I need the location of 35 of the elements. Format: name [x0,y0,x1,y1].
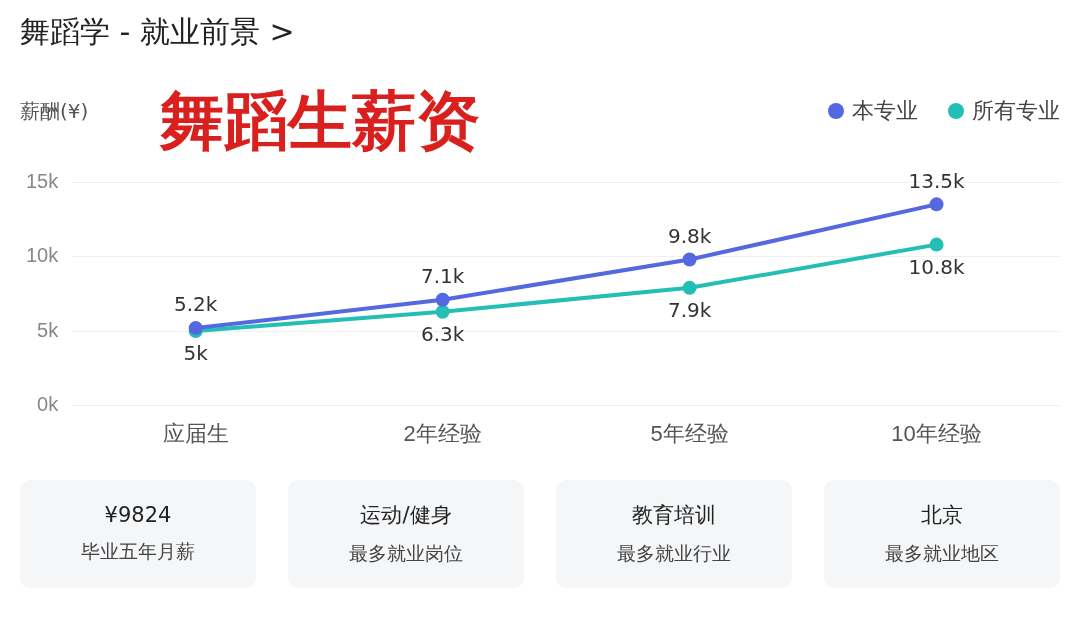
text: 北京 [921,502,963,529]
data-label: 9.8k [667,223,712,248]
x-tick-label: 应届生 [162,420,229,446]
text: 运动/健身 [360,502,452,529]
text: 教育培训 [632,502,716,529]
y-tick-label: 0k [37,393,60,416]
point [929,237,944,252]
legend-label: 本专业 [851,97,918,125]
point [929,197,944,212]
data-label: 7.9k [667,298,712,323]
legend-label: 所有专业 [971,97,1060,125]
chart-title: 舞蹈学 - 就业前景 > [20,13,295,51]
y-axis-title: 薪酬(¥) [20,98,89,125]
data-label: 5k [183,341,209,366]
data-label: 6.3k [420,321,465,346]
chart-subtitle: 舞蹈生薪资 [160,83,480,160]
data-label: 5.2k [174,292,218,317]
text: 最多就业地区 [885,541,999,566]
data-label: 10.8k [908,254,965,279]
x-tick-label: 5年经验 [650,420,729,446]
text: 毕业五年月薪 [81,539,195,564]
y-tick-label: 15k [26,169,60,192]
data-label: 13.5k [908,168,965,193]
data-label: 7.1k [420,263,465,288]
point [435,292,450,307]
x-tick-label: 10年经验 [891,420,982,446]
text: ¥9824 [104,503,172,527]
point [435,304,450,319]
y-tick-label: 10k [26,244,60,267]
x-tick-label: 2年经验 [403,420,482,446]
text: 最多就业岗位 [349,541,463,566]
text: 最多就业行业 [617,541,731,566]
point [682,280,697,295]
point [682,252,697,267]
y-tick-label: 5k [37,318,60,341]
